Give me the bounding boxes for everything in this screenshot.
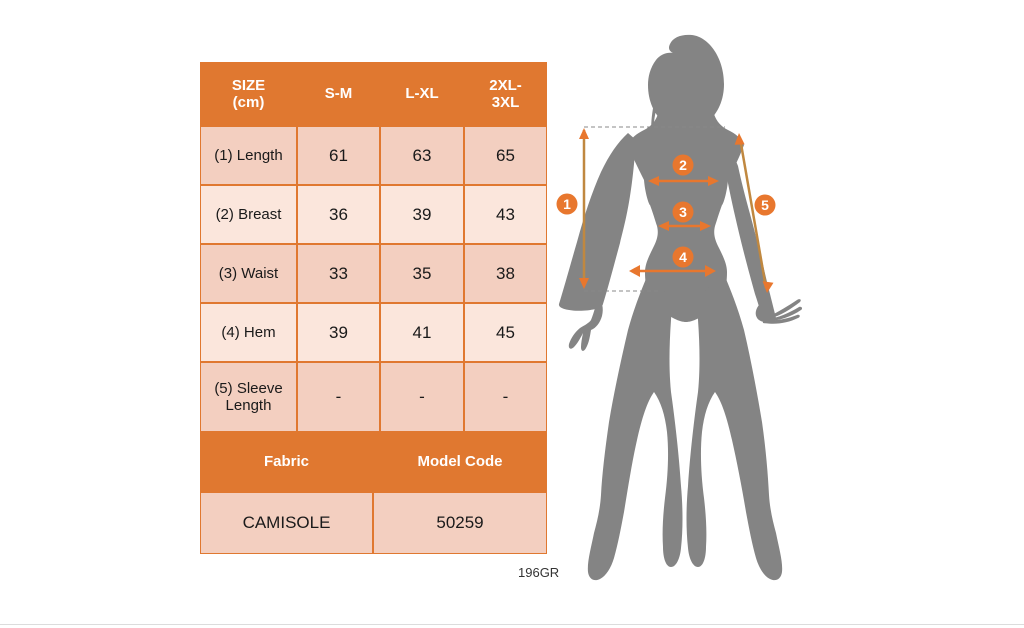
svg-text:2: 2 (679, 157, 687, 173)
svg-text:5: 5 (761, 197, 769, 213)
svg-text:3: 3 (679, 204, 687, 220)
svg-text:4: 4 (679, 249, 687, 265)
svg-text:1: 1 (563, 196, 571, 212)
